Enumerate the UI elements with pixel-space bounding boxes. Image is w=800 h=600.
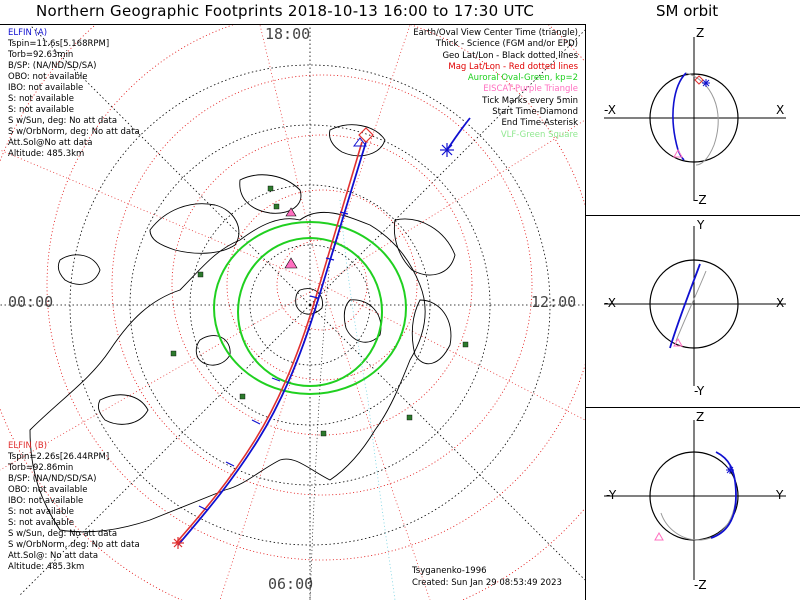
- info-line: Att.Sol@No att data: [8, 138, 93, 148]
- info-line: S: not available: [8, 507, 74, 517]
- info-line: Tspin=2.26s[26.44RPM]: [8, 452, 110, 462]
- legend-entry: VLF-Green Square: [500, 129, 578, 140]
- info-line: Altitude: 485.3km: [8, 149, 85, 159]
- sm-orbit-xy: [604, 226, 786, 386]
- info-line: OBO: not available: [8, 485, 88, 495]
- sm-orbit-yz: [604, 420, 786, 580]
- elfin-a-outer-segment: [446, 117, 471, 151]
- legend-entry: EISCAT-Purple Triangle: [483, 84, 578, 95]
- end-time-asterisk: [172, 537, 184, 549]
- info-line: Att.Sol@: No att data: [8, 551, 99, 561]
- eiscat-triangle-2: [285, 207, 297, 217]
- eiscat-triangle: [284, 257, 298, 269]
- hour-label-right: 12:00: [531, 293, 577, 311]
- info-line: B/SP: (NA/ND/SD/SA): [8, 61, 97, 71]
- hour-label-top: 18:00: [265, 25, 311, 43]
- elfin-b-name: ELFIN (B): [8, 441, 48, 451]
- info-line: Torb=92.63min: [8, 50, 74, 60]
- sm2-top-label: Y: [697, 218, 705, 232]
- sm1-right-label: X: [776, 103, 785, 117]
- created-timestamp: Created: Sun Jan 29 08:53:49 2023: [412, 578, 562, 588]
- elfin-b-info: ELFIN (B) Tspin=2.26s[26.44RPM] Torb=92.…: [8, 441, 140, 573]
- legend-entry: Auroral Oval-Green, kp=2: [467, 73, 578, 84]
- info-line: S w/Sun, deg: No att data: [8, 116, 118, 126]
- sm-divider-1: [586, 215, 800, 216]
- elfin-a-track: [177, 141, 367, 546]
- legend: Earth/Oval View Center Time (triangle) T…: [413, 28, 578, 141]
- track-tick-marks: [198, 211, 349, 511]
- elfin-a-info: ELFIN (A) Tspin=11.6s[5.168RPM] Torb=92.…: [8, 28, 140, 160]
- sm3-right-label: Y: [776, 488, 784, 502]
- info-line: S: not available: [8, 105, 74, 115]
- hour-label-left: 00:00: [8, 293, 54, 311]
- page-title: Northern Geographic Footprints 2018-10-1…: [36, 2, 535, 20]
- info-line: IBO: not available: [8, 83, 84, 93]
- model-credit: Tsyganenko-1996: [412, 566, 487, 576]
- elfin-a-name: ELFIN (A): [8, 28, 48, 38]
- info-line: OBO: not available: [8, 72, 88, 82]
- sm3-top-label: Z: [696, 410, 705, 424]
- legend-entry: Mag Lat/Lon - Red dotted lines: [448, 61, 578, 72]
- sm1-bottom-label: -Z: [694, 193, 707, 207]
- info-line: Tspin=11.6s[5.168RPM]: [8, 39, 110, 49]
- hour-label-bottom: 06:00: [268, 575, 314, 593]
- auroral-oval: [213, 221, 407, 395]
- legend-entry: Earth/Oval View Center Time (triangle): [413, 28, 578, 38]
- legend-entry: End Time-Asterisk: [501, 118, 578, 129]
- sm3-left-label: -Y: [606, 488, 617, 502]
- sm-orbit-xz: [604, 37, 786, 201]
- elfin-a-dotted-path: [339, 199, 396, 600]
- elfin-b-track: [175, 141, 363, 544]
- info-line: S w/OrbNorm, deg: No att data: [8, 540, 140, 550]
- sm-orbit-title: SM orbit: [656, 2, 719, 20]
- map-frame-right: [585, 24, 586, 600]
- legend-entry: Geo Lat/Lon - Black dotted lines: [442, 50, 578, 61]
- view-center-triangle: [353, 137, 367, 147]
- sm1-left-label: -X: [604, 103, 616, 117]
- elfin-b-dotted-path: [309, 259, 331, 600]
- sm3-bottom-label: -Z: [694, 578, 707, 592]
- sm2-right-label: X: [776, 296, 785, 310]
- geo-lon-lines: [0, 25, 585, 600]
- sm2-left-label: -X: [604, 296, 616, 310]
- info-line: Altitude: 485.3km: [8, 562, 85, 572]
- sm-divider-2: [586, 407, 800, 408]
- legend-entry: Thick - Science (FGM and/or EPD): [435, 39, 578, 50]
- vlf-squares: [170, 185, 469, 437]
- sm2-bottom-label: -Y: [694, 384, 705, 398]
- info-line: IBO: not available: [8, 496, 84, 506]
- info-line: B/SP: (NA/ND/SD/SA): [8, 474, 97, 484]
- footprint-map: [0, 25, 585, 600]
- sm1-top-label: Z: [696, 26, 705, 40]
- legend-entry: Tick Marks every 5min: [482, 95, 578, 106]
- info-line: S: not available: [8, 94, 74, 104]
- info-line: Torb=92.86min: [8, 463, 74, 473]
- legend-entry: Start Time-Diamond: [492, 107, 578, 118]
- start-time-diamond: [358, 127, 374, 143]
- info-line: S w/Sun, deg: No att data: [8, 529, 118, 539]
- mag-lat-circles: [0, 25, 585, 600]
- info-line: S w/OrbNorm, deg: No att data: [8, 127, 140, 137]
- info-line: S: not available: [8, 518, 74, 528]
- outer-segment-asterisk: [440, 143, 454, 157]
- map-frame-top: [0, 24, 586, 25]
- continent-outlines: [29, 124, 456, 533]
